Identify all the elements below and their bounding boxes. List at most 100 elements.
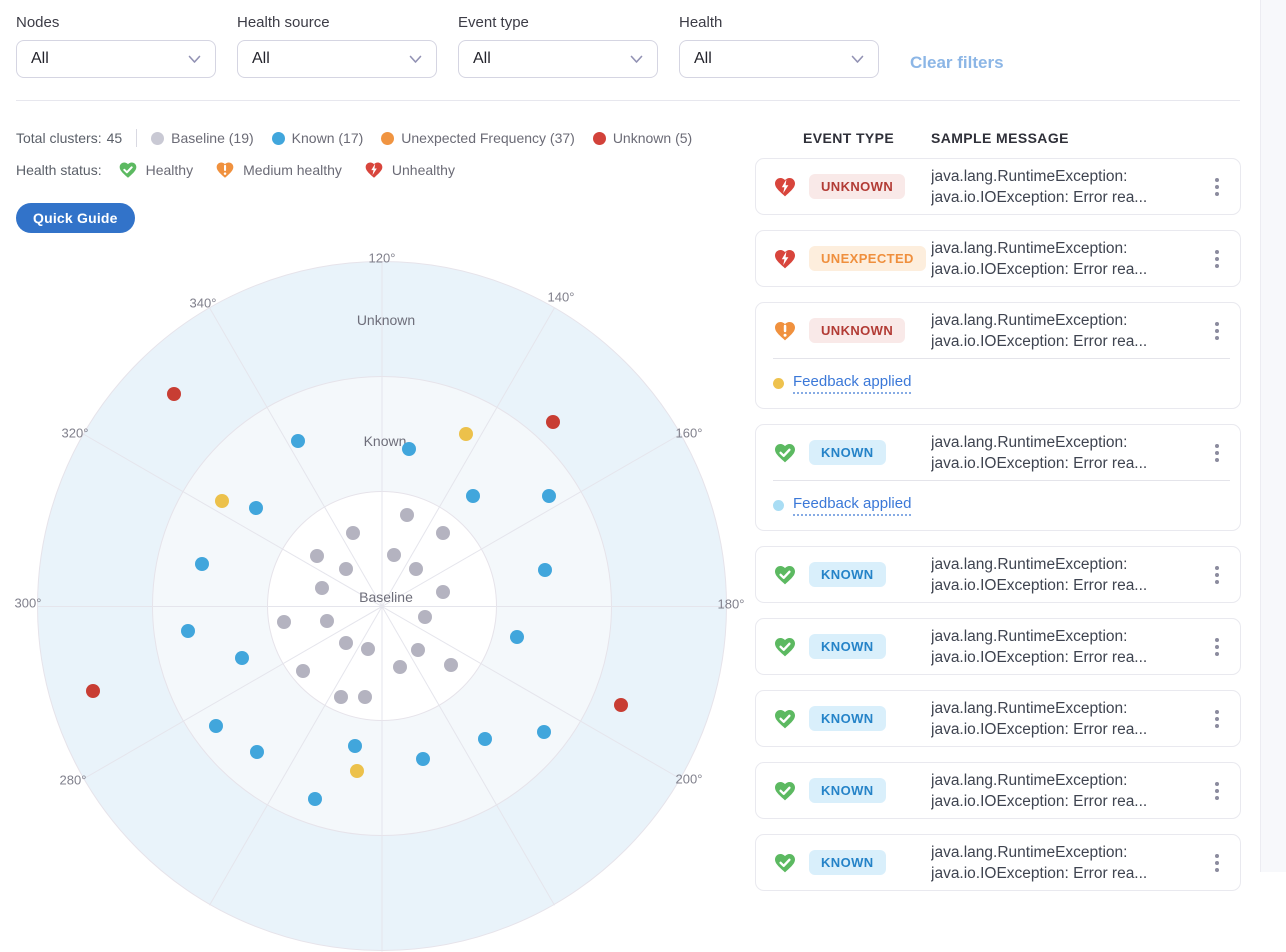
event-type-select[interactable]: All [458, 40, 658, 78]
cluster-row[interactable]: UNKNOWN java.lang.RuntimeException: java.i… [755, 302, 1241, 409]
known-cluster-dot[interactable] [249, 501, 263, 515]
event-type-badge: UNKNOWN [809, 174, 906, 199]
known-cluster-dot[interactable] [348, 739, 362, 753]
cluster-row[interactable]: KNOWN java.lang.RuntimeException: java.io.… [755, 834, 1241, 891]
baseline-cluster-dot[interactable] [411, 643, 425, 657]
known-cluster-dot[interactable] [542, 489, 556, 503]
baseline-cluster-dot[interactable] [387, 548, 401, 562]
known-cluster-dot[interactable] [181, 624, 195, 638]
row-menu-button[interactable] [1204, 702, 1230, 736]
baseline-cluster-dot[interactable] [310, 549, 324, 563]
cluster-row-main: UNKNOWN java.lang.RuntimeException: java.i… [756, 159, 1240, 214]
cluster-row[interactable]: KNOWN java.lang.RuntimeException: java.io.… [755, 618, 1241, 675]
row-menu-button[interactable] [1204, 558, 1230, 592]
chevron-down-icon [188, 55, 201, 63]
baseline-cluster-dot[interactable] [346, 526, 360, 540]
event-type-cell: UNEXPECTED [773, 246, 931, 271]
baseline-cluster-dot[interactable] [393, 660, 407, 674]
known-cluster-dot[interactable] [209, 719, 223, 733]
unknown-cluster-dot[interactable] [167, 387, 181, 401]
healthy-heart-icon [775, 565, 795, 584]
angle-tick-label: 140° [547, 289, 575, 305]
row-menu-button[interactable] [1204, 436, 1230, 470]
known-cluster-dot[interactable] [478, 732, 492, 746]
row-menu-button[interactable] [1204, 630, 1230, 664]
feedback-applied-link[interactable]: Feedback applied [793, 495, 912, 516]
unexpected-frequency-cluster-dot[interactable] [459, 427, 473, 441]
baseline-cluster-dot[interactable] [315, 581, 329, 595]
feedback-dot-icon [773, 500, 784, 511]
cluster-row[interactable]: KNOWN java.lang.RuntimeException: java.io.… [755, 424, 1241, 531]
known-cluster-dot[interactable] [402, 442, 416, 456]
known-cluster-dot[interactable] [466, 489, 480, 503]
row-menu-button[interactable] [1204, 314, 1230, 348]
cluster-list: UNKNOWN java.lang.RuntimeException: java.i… [755, 158, 1241, 891]
baseline-cluster-dot[interactable] [444, 658, 458, 672]
known-cluster-dot[interactable] [250, 745, 264, 759]
baseline-cluster-dot[interactable] [339, 636, 353, 650]
health-source-select[interactable]: All [237, 40, 437, 78]
angle-tick-label: 160° [675, 425, 703, 441]
filters-divider [16, 100, 1240, 101]
quick-guide-button[interactable]: Quick Guide [16, 203, 135, 233]
baseline-cluster-dot[interactable] [277, 615, 291, 629]
baseline-cluster-dot[interactable] [436, 526, 450, 540]
feedback-dot-icon [773, 378, 784, 389]
row-menu-button[interactable] [1204, 170, 1230, 204]
baseline-cluster-dot[interactable] [320, 614, 334, 628]
angle-tick-label: 320° [61, 425, 89, 441]
cluster-row[interactable]: KNOWN java.lang.RuntimeException: java.io.… [755, 546, 1241, 603]
cluster-row[interactable]: UNEXPECTED java.lang.RuntimeException: jav… [755, 230, 1241, 287]
baseline-cluster-dot[interactable] [409, 562, 423, 576]
event-type-cell: KNOWN [773, 440, 931, 465]
known-cluster-dot[interactable] [510, 630, 524, 644]
health-icon-wrap [773, 441, 797, 465]
baseline-cluster-dot[interactable] [296, 664, 310, 678]
known-cluster-dot[interactable] [416, 752, 430, 766]
total-clusters-value: 45 [106, 130, 123, 146]
row-menu-button[interactable] [1204, 774, 1230, 808]
row-menu-button[interactable] [1204, 846, 1230, 880]
unknown-cluster-dot[interactable] [86, 684, 100, 698]
row-menu-button[interactable] [1204, 242, 1230, 276]
event-type-select-value: All [473, 50, 491, 67]
health-select[interactable]: All [679, 40, 879, 78]
cluster-row-main: KNOWN java.lang.RuntimeException: java.io.… [756, 619, 1240, 674]
unknown-cluster-dot[interactable] [546, 415, 560, 429]
known-cluster-dot[interactable] [235, 651, 249, 665]
cluster-row-main: UNKNOWN java.lang.RuntimeException: java.i… [756, 303, 1240, 358]
chevron-down-icon [630, 55, 643, 63]
sample-message: java.lang.RuntimeException: java.io.IOExc… [931, 699, 1148, 738]
baseline-cluster-dot[interactable] [334, 690, 348, 704]
baseline-cluster-dot[interactable] [339, 562, 353, 576]
event-type-cell: KNOWN [773, 778, 931, 803]
health-icon-wrap [773, 851, 797, 875]
unexpected-frequency-cluster-dot[interactable] [350, 764, 364, 778]
clear-filters-button[interactable]: Clear filters [910, 53, 1004, 72]
unexpected-frequency-cluster-dot[interactable] [215, 494, 229, 508]
chevron-down-icon [851, 55, 864, 63]
filters-bar: Nodes All Health source All Event type A… [16, 14, 1286, 84]
angle-tick-label: 180° [717, 596, 745, 612]
baseline-cluster-dot[interactable] [361, 642, 375, 656]
known-cluster-dot[interactable] [195, 557, 209, 571]
nodes-select[interactable]: All [16, 40, 216, 78]
baseline-cluster-dot[interactable] [358, 690, 372, 704]
event-type-cell: KNOWN [773, 706, 931, 731]
feedback-applied-link[interactable]: Feedback applied [793, 373, 912, 394]
cluster-row[interactable]: KNOWN java.lang.RuntimeException: java.io.… [755, 690, 1241, 747]
baseline-cluster-dot[interactable] [400, 508, 414, 522]
known-cluster-dot[interactable] [308, 792, 322, 806]
known-cluster-dot[interactable] [538, 563, 552, 577]
health-icon-wrap [773, 635, 797, 659]
legend-item-label: Unknown (5) [612, 130, 693, 146]
unknown-cluster-dot[interactable] [614, 698, 628, 712]
healthy-heart-icon [775, 853, 795, 872]
baseline-cluster-dot[interactable] [418, 610, 432, 624]
baseline-cluster-dot[interactable] [436, 585, 450, 599]
cluster-row[interactable]: UNKNOWN java.lang.RuntimeException: java.i… [755, 158, 1241, 215]
known-cluster-dot[interactable] [537, 725, 551, 739]
cluster-row[interactable]: KNOWN java.lang.RuntimeException: java.io.… [755, 762, 1241, 819]
legend-item-label: Unexpected Frequency (37) [401, 130, 575, 146]
known-cluster-dot[interactable] [291, 434, 305, 448]
